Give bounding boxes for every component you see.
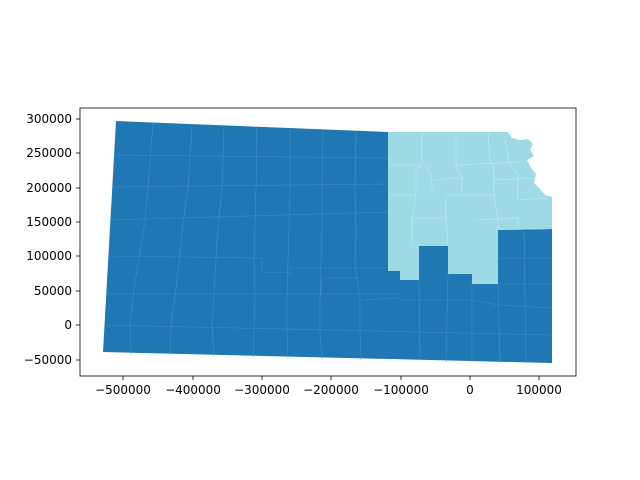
x-tick-label: 0	[466, 383, 474, 397]
y-tick-label: 50000	[34, 284, 72, 298]
y-axis	[76, 118, 80, 361]
y-tick-label: 150000	[26, 215, 72, 229]
x-tick-label: −100000	[373, 383, 429, 397]
y-tick-label: 100000	[26, 249, 72, 263]
y-tick-label: 300000	[26, 112, 72, 126]
map-region-dark	[103, 121, 552, 363]
x-tick-label: −400000	[165, 383, 221, 397]
y-tick-label: 250000	[26, 146, 72, 160]
x-tick-label: −500000	[95, 383, 151, 397]
county-borders	[103, 122, 553, 364]
map-region-light	[388, 132, 552, 284]
axes-frame	[79, 107, 577, 377]
x-tick-label: −300000	[234, 383, 290, 397]
y-tick-label: 200000	[26, 181, 72, 195]
x-tick-labels: −500000 −400000 −300000 −200000 −100000 …	[95, 383, 562, 397]
x-tick-label: −200000	[303, 383, 359, 397]
x-axis	[122, 376, 540, 380]
x-tick-label: 100000	[516, 383, 562, 397]
y-tick-label: 0	[64, 318, 72, 332]
county-borders-light	[388, 131, 549, 247]
y-tick-label: −50000	[24, 353, 72, 367]
y-tick-labels: 300000 250000 200000 150000 100000 50000…	[24, 112, 72, 367]
